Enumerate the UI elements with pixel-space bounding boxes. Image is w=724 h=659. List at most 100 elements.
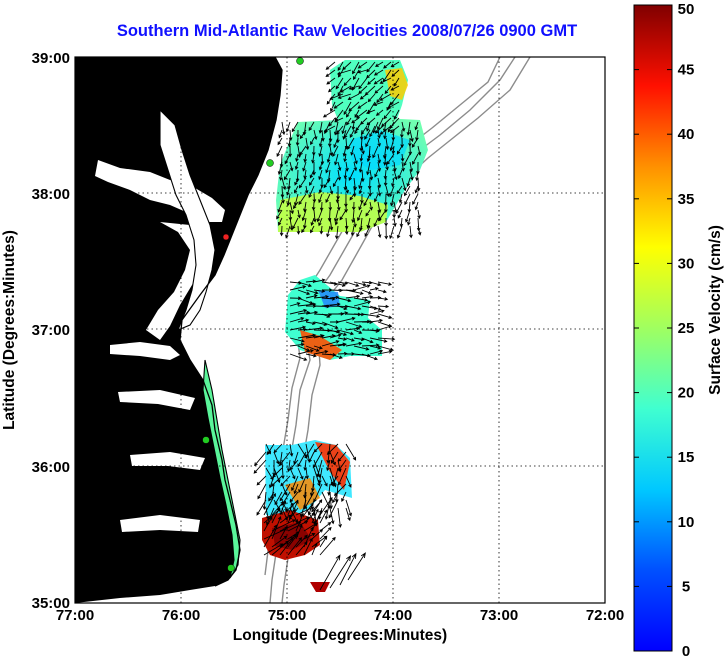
velocity-arrow: [309, 169, 315, 179]
velocity-arrow: [337, 161, 342, 172]
velocity-arrow: [336, 201, 341, 211]
velocity-arrow: [377, 324, 393, 331]
velocity-arrow: [366, 69, 376, 79]
velocity-arrow: [345, 326, 360, 331]
velocity-arrows: [253, 61, 422, 591]
velocity-arrow: [335, 77, 344, 90]
velocity-arrow: [361, 343, 380, 348]
velocity-arrow: [321, 321, 339, 329]
velocity-arrow: [324, 121, 331, 135]
velocity-arrow: [395, 201, 403, 215]
velocity-arrow: [310, 137, 315, 146]
velocity-arrow: [334, 153, 339, 166]
velocity-arrow: [295, 512, 304, 532]
velocity-arrow: [298, 193, 307, 205]
velocity-arrow: [374, 125, 384, 134]
velocity-arrow: [277, 201, 283, 213]
velocity-arrow: [372, 101, 384, 107]
velocity-arrow: [411, 137, 419, 148]
velocity-arrow: [347, 93, 360, 100]
gridlines: [75, 57, 605, 603]
velocity-arrow: [291, 121, 299, 133]
velocity-arrow: [409, 225, 413, 239]
station-marker: [222, 233, 230, 241]
velocity-arrow: [361, 145, 365, 155]
velocity-arrow: [377, 137, 381, 148]
velocity-arrow: [385, 161, 389, 171]
velocity-arrow: [400, 153, 405, 162]
velocity-arrow: [286, 459, 291, 473]
velocity-arrow: [305, 310, 319, 315]
velocity-arrow: [390, 85, 400, 91]
velocity-arrow: [354, 109, 360, 118]
velocity-arrow: [287, 137, 292, 148]
velocity-arrow: [254, 451, 267, 467]
station-marker: [202, 436, 210, 444]
colorbar-tick-label: 30: [678, 255, 695, 272]
chesapeake-bay: [159, 108, 216, 332]
velocity-arrow: [367, 77, 376, 85]
velocity-arrow: [374, 85, 384, 94]
velocity-arrow: [377, 177, 382, 189]
velocity-arrow: [369, 201, 373, 211]
velocity-arrow: [384, 217, 388, 227]
x-tick-label: 76:00: [162, 607, 200, 624]
velocity-arrow: [294, 177, 299, 186]
velocity-arrow: [390, 193, 395, 207]
velocity-arrow: [289, 337, 305, 343]
velocity-arrow: [318, 161, 323, 171]
velocity-arrow: [403, 153, 411, 167]
velocity-arrow: [299, 129, 307, 140]
velocity-arrow: [334, 217, 339, 226]
velocity-arrow: [319, 526, 332, 540]
velocity-arrow: [330, 451, 339, 464]
velocity-arrow: [377, 201, 382, 214]
velocity-arrow: [408, 145, 413, 156]
velocity-arrow: [313, 483, 323, 503]
colorbar: 0 5 10 15 20 25 30 35 40 45 50 Surface Velocity (c…: [633, 1, 724, 659]
colorbar-tick-label: 35: [678, 191, 695, 208]
velocity-arrow: [316, 459, 323, 478]
velocity-arrow: [399, 217, 404, 228]
velocity-arrow: [341, 491, 347, 503]
velocity-arrow: [387, 101, 400, 109]
velocity-arrow: [367, 93, 376, 103]
velocity-arrow: [328, 201, 333, 211]
x-tick-label: 77:00: [56, 607, 94, 624]
velocity-arrow: [404, 185, 411, 197]
velocity-arrow: [295, 506, 315, 516]
velocity-arrow: [312, 451, 323, 469]
colorbar-tick-label: 25: [678, 320, 695, 337]
velocity-arrow: [345, 337, 355, 342]
velocity-arrow: [287, 502, 294, 516]
velocity-arrow: [379, 93, 392, 101]
velocity-arrow: [368, 185, 373, 197]
velocity-arrow: [295, 541, 308, 556]
velocity-arrow: [353, 281, 367, 287]
velocity-arrow: [328, 499, 339, 519]
velocity-arrow: [407, 217, 411, 226]
velocity-arrow: [319, 536, 336, 556]
velocity-arrow: [303, 533, 316, 540]
velocity-arrow: [287, 499, 299, 524]
velocity-arrow: [353, 345, 370, 351]
velocity-arrow: [393, 77, 400, 87]
velocity-arrow: [357, 101, 368, 109]
velocity-arrow: [337, 61, 344, 72]
velocity-arrow: [358, 161, 363, 173]
velocity-arrow: [293, 483, 299, 495]
velocity-arrow: [359, 93, 368, 100]
velocity-arrow: [329, 217, 334, 231]
velocity-arrow: [303, 537, 313, 556]
velocity-arrow: [289, 285, 307, 291]
velocity-arrow: [313, 467, 321, 487]
velocity-arrow: [409, 129, 414, 143]
velocity-arrow: [318, 193, 323, 204]
velocity-arrow: [337, 169, 342, 181]
velocity-arrow: [344, 225, 349, 236]
velocity-arrow: [271, 535, 288, 548]
velocity-arrow: [409, 169, 414, 181]
velocity-arrow: [355, 121, 363, 132]
velocity-arrow: [396, 145, 403, 155]
plot-frame: [74, 56, 606, 604]
